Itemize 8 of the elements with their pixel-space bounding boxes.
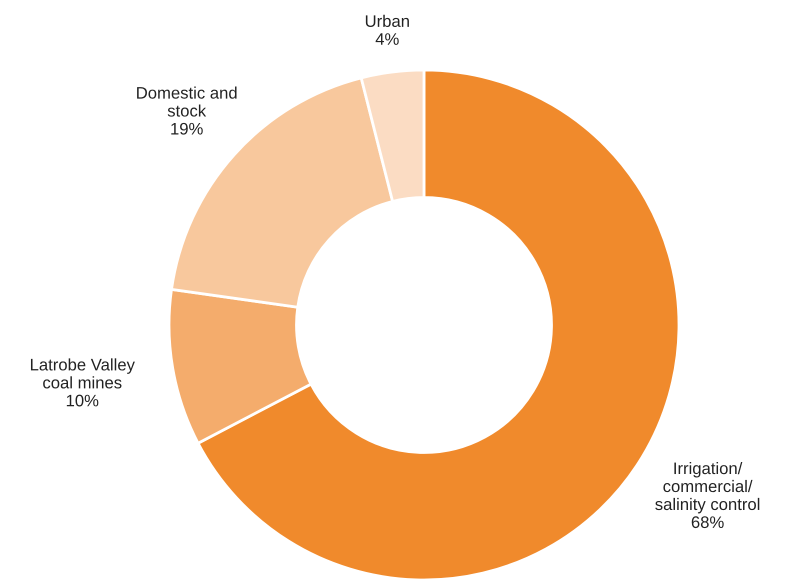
slice-label: Urban — [366, 14, 409, 27]
slice-label: Domestic and stock — [137, 86, 237, 117]
data-label: 10% — [66, 394, 98, 406]
slice-label: Irrigation/ commercial/ salinity control — [655, 462, 760, 514]
slice-label: Latrobe Valley coal mines — [30, 358, 135, 389]
data-label: 19% — [171, 122, 203, 135]
data-label: 4% — [376, 33, 399, 45]
data-label: 68% — [692, 516, 724, 528]
